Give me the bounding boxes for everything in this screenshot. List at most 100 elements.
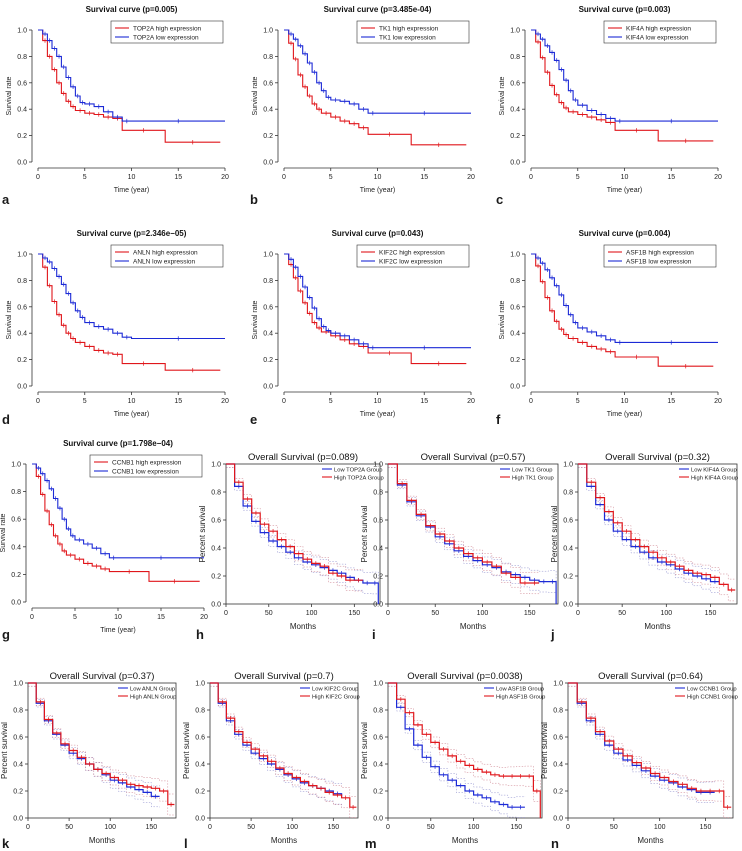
y-tick-label: 0.4 [263,331,273,338]
legend-label: High CCNB1 Group [687,694,738,700]
ci-band-upper [388,682,541,808]
x-axis-label: Months [290,622,316,631]
x-tick-label: 0 [529,398,533,405]
x-tick-label: 5 [576,398,580,405]
legend-box [110,244,224,268]
series-line [38,29,221,143]
legend-label: ANLN low expression [133,259,196,266]
y-tick-label: 0.4 [553,762,563,769]
y-tick-label: 0.6 [11,517,21,524]
x-tick-label: 5 [83,398,87,405]
y-tick-label: 1.0 [510,28,520,35]
x-tick-label: 50 [247,824,255,831]
chart-title: Survival curve (p=0.004) [579,229,671,238]
panel-label-b: b [250,192,258,207]
chart-e: 0.0 0.2 0.4 0.6 0.8 1.0 0 5 10 15 20 Time (year) Sur… [252,229,475,418]
x-tick-label: 0 [529,174,533,181]
chart-p-value: (p=0.089) [317,452,358,463]
y-tick-label: 1.0 [17,28,27,35]
y-tick-label: 0.2 [373,574,383,581]
y-tick-label: 1.0 [11,462,21,469]
x-tick-label: 20 [221,398,229,405]
y-tick-label: 0.8 [510,278,520,285]
x-axis-label: Time (year) [114,411,150,418]
y-tick-label: 0.0 [17,160,27,167]
y-tick-label: 0.4 [211,546,221,553]
x-axis-label: Months [89,836,115,845]
legend-box [110,20,224,44]
x-axis-label: Time (year) [114,187,150,194]
chart-a: 0.0 0.2 0.4 0.6 0.8 1.0 0 5 10 15 20 Time (year) Sur… [6,5,229,194]
y-tick-label: 0.6 [211,518,221,525]
series-line [531,253,718,343]
series-line [388,682,541,818]
ci-band-upper [568,682,732,797]
legend-label: CCNB1 low expression [112,469,179,476]
legend-label: ASF1B low expression [626,259,692,266]
x-tick-label: 100 [660,610,672,617]
y-tick-label: 1.0 [510,252,520,259]
y-tick-label: 0.8 [211,490,221,497]
legend-label: Low CCNB1 Group [687,686,737,692]
y-axis-label: Survival rate [6,300,13,339]
x-tick-label: 100 [654,824,666,831]
y-tick-label: 0.0 [195,816,205,823]
y-tick-label: 0.2 [17,357,27,364]
legend-label: TK1 high expression [379,26,439,33]
x-tick-label: 15 [174,174,182,181]
x-tick-label: 15 [667,398,675,405]
x-tick-label: 20 [714,398,722,405]
legend-label: Low KIF2C Group [312,686,358,692]
y-tick-label: 0.6 [13,735,23,742]
plot-frame [567,682,734,819]
x-axis-label: Months [271,836,297,845]
y-tick-label: 0.6 [17,80,27,87]
series-line [388,463,540,584]
y-axis-label: Survival rate [6,76,13,115]
y-axis-label: Percent survival [550,505,559,562]
ci-band-lower [568,685,732,818]
plot-frame [387,682,543,819]
y-tick-label: 0.2 [11,572,21,579]
chart-title-text: Overall Survival [248,452,317,463]
x-tick-label: 100 [468,824,480,831]
x-tick-label: 50 [427,824,435,831]
y-tick-label: 0.2 [553,789,563,796]
x-tick-label: 15 [667,174,675,181]
x-tick-label: 0 [36,174,40,181]
series-line [28,682,175,806]
ci-band-lower [388,467,557,604]
legend-label: KIF2C low expression [379,259,443,266]
y-tick-label: 1.0 [195,681,205,688]
legend-label: TK1 low expression [379,35,436,42]
series-line [210,682,357,808]
chart-b: 0.0 0.2 0.4 0.6 0.8 1.0 0 5 10 15 20 Time (year) Sur… [252,5,475,194]
x-axis-label: Time (year) [607,411,643,418]
y-tick-label: 0.4 [17,107,27,114]
x-tick-label: 0 [386,824,390,831]
plot-frame [27,682,177,819]
chart-title: Survival curve (p=2.346e−05) [77,229,187,238]
y-tick-label: 0.6 [373,518,383,525]
x-tick-label: 0 [224,610,228,617]
chart-title: Overall Survival (p=0.37) [50,671,155,682]
chart-title-text: Overall Survival [421,452,490,463]
y-axis-label: Survival rate [499,300,506,339]
y-tick-label: 0.8 [17,54,27,61]
y-axis-label: Percent survival [540,722,549,779]
series-line [284,29,471,114]
series-line [226,463,379,604]
x-axis-label: Time (year) [607,187,643,194]
legend-label: High TOP2A Group [334,475,384,481]
x-tick-label: 150 [705,610,717,617]
x-tick-label: 0 [566,824,570,831]
ci-band-upper [226,463,379,593]
y-tick-label: 0.0 [263,160,273,167]
y-tick-label: 0.8 [195,708,205,715]
x-tick-label: 10 [621,398,629,405]
chart-title: Survival curve (p=3.485e-04) [324,5,432,14]
series-line [284,29,467,146]
panel-label-m: m [365,836,377,851]
y-tick-label: 0.0 [263,384,273,391]
x-tick-label: 50 [610,824,618,831]
